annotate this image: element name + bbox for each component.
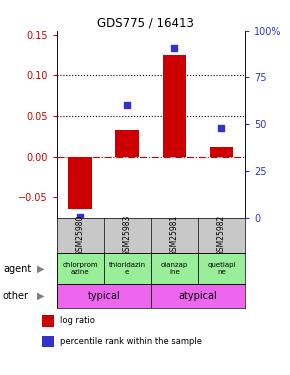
Bar — [151, 253, 198, 284]
Text: agent: agent — [3, 264, 31, 273]
Bar — [104, 253, 151, 284]
Bar — [57, 284, 151, 308]
Text: GSM25981: GSM25981 — [170, 214, 179, 256]
Bar — [198, 253, 245, 284]
Text: ▶: ▶ — [37, 291, 44, 301]
Text: other: other — [3, 291, 29, 301]
Bar — [115, 130, 139, 157]
Text: GDS775 / 16413: GDS775 / 16413 — [97, 17, 193, 30]
Bar — [42, 315, 54, 327]
Bar — [68, 157, 92, 209]
Bar — [57, 253, 104, 284]
Text: log ratio: log ratio — [60, 316, 95, 326]
Bar — [151, 284, 245, 308]
Text: GSM25982: GSM25982 — [217, 214, 226, 256]
Bar — [42, 336, 54, 347]
Bar — [210, 147, 233, 157]
Point — [78, 214, 82, 220]
Point — [172, 45, 177, 51]
Text: typical: typical — [87, 291, 120, 301]
Point — [219, 125, 224, 131]
Text: olanzap
ine: olanzap ine — [161, 262, 188, 275]
Bar — [163, 55, 186, 157]
Text: ▶: ▶ — [37, 264, 44, 273]
Text: chlorprom
azine: chlorprom azine — [62, 262, 98, 275]
Text: GSM25980: GSM25980 — [76, 214, 85, 256]
Text: thioridazin
e: thioridazin e — [109, 262, 146, 275]
Text: quetiapi
ne: quetiapi ne — [207, 262, 236, 275]
Point — [125, 102, 130, 108]
Text: atypical: atypical — [179, 291, 217, 301]
Text: percentile rank within the sample: percentile rank within the sample — [60, 337, 202, 346]
Text: GSM25983: GSM25983 — [123, 214, 132, 256]
